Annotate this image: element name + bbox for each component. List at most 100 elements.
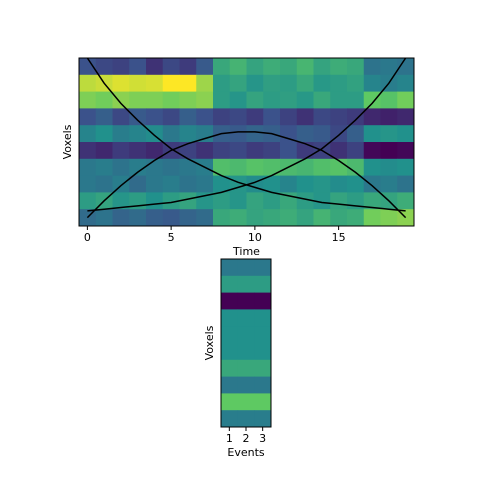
heatmap-cell	[380, 108, 398, 126]
heatmap-cell	[313, 91, 331, 109]
heatmap-cell	[237, 376, 255, 394]
heatmap-cell	[162, 91, 180, 109]
heatmap-cell	[229, 209, 247, 227]
heatmap-cell	[347, 108, 365, 126]
heatmap-cell	[129, 108, 147, 126]
heatmap-cell	[179, 209, 197, 227]
heatmap-cell	[112, 142, 130, 160]
heatmap-cell	[246, 158, 264, 176]
heatmap-cell	[363, 91, 381, 109]
heatmap-cell	[296, 175, 314, 193]
heatmap-cell	[213, 142, 231, 160]
heatmap-cell	[146, 209, 164, 227]
heatmap-cell	[380, 125, 398, 143]
heatmap-cell	[112, 209, 130, 227]
heatmap-cell	[263, 192, 281, 210]
heatmap-cell	[196, 108, 214, 126]
heatmap-cell	[347, 158, 365, 176]
heatmap-cell	[280, 74, 298, 92]
heatmap-cell	[296, 125, 314, 143]
heatmap-cell	[95, 58, 113, 76]
heatmap-cell	[146, 158, 164, 176]
heatmap-cell	[196, 175, 214, 193]
heatmap-cell	[246, 58, 264, 76]
heatmap-cell	[221, 393, 239, 411]
heatmap-cell	[380, 58, 398, 76]
heatmap-cell	[263, 142, 281, 160]
heatmap-cell	[280, 58, 298, 76]
heatmap-cell	[397, 142, 415, 160]
y-axis-label: Voxels	[203, 325, 216, 360]
heatmap-cell	[363, 142, 381, 160]
heatmap-cell	[347, 142, 365, 160]
heatmap-cell	[254, 259, 272, 277]
y-axis-label: Voxels	[61, 124, 74, 159]
heatmap-cell	[263, 175, 281, 193]
heatmap-cell	[162, 108, 180, 126]
heatmap-cell	[95, 175, 113, 193]
heatmap-cell	[112, 74, 130, 92]
heatmap-cell	[162, 74, 180, 92]
heatmap-cell	[213, 175, 231, 193]
heatmap-cell	[79, 192, 97, 210]
heatmap-cell	[380, 91, 398, 109]
heatmap-cell	[296, 74, 314, 92]
line	[87, 57, 407, 212]
heatmap-cell	[263, 91, 281, 109]
heatmap-cell	[246, 74, 264, 92]
heatmap-cell	[95, 209, 113, 227]
heatmap-cell	[221, 309, 239, 327]
heatmap-cell	[380, 142, 398, 160]
heatmap-cell	[347, 74, 365, 92]
heatmap-cell	[146, 58, 164, 76]
heatmap-cell	[179, 74, 197, 92]
heatmap-cell	[95, 108, 113, 126]
heatmap-cell	[179, 192, 197, 210]
heatmap-cell	[280, 209, 298, 227]
heatmap-cell	[129, 142, 147, 160]
heatmap-cell	[79, 142, 97, 160]
heatmap-cell	[162, 175, 180, 193]
heatmap-cell	[162, 192, 180, 210]
heatmap-cell	[146, 142, 164, 160]
x-tick-label: 1	[226, 432, 233, 445]
heatmap-cell	[221, 259, 239, 277]
heatmap-cell	[237, 343, 255, 361]
heatmap-cell	[196, 209, 214, 227]
heatmap-cell	[213, 192, 231, 210]
heatmap-cell	[397, 58, 415, 76]
heatmap-cell	[196, 91, 214, 109]
heatmap-cell	[263, 74, 281, 92]
heatmap-cell	[280, 142, 298, 160]
heatmap-cell	[237, 259, 255, 277]
heatmap-cell	[129, 58, 147, 76]
heatmap-cell	[397, 192, 415, 210]
heatmap-cell	[112, 58, 130, 76]
heatmap-cell	[246, 209, 264, 227]
heatmap-cell	[296, 192, 314, 210]
heatmap-cell	[313, 209, 331, 227]
heatmap-cell	[179, 158, 197, 176]
heatmap-cell	[313, 125, 331, 143]
heatmap-cell	[179, 58, 197, 76]
heatmap-cell	[146, 175, 164, 193]
heatmap-cell	[296, 58, 314, 76]
heatmap-cell	[380, 158, 398, 176]
heatmap-cell	[95, 91, 113, 109]
heatmap-cell	[179, 125, 197, 143]
heatmap-cell	[363, 175, 381, 193]
heatmap-cell	[95, 158, 113, 176]
heatmap-cell	[313, 158, 331, 176]
heatmap-cell	[296, 209, 314, 227]
heatmap-cell	[380, 175, 398, 193]
heatmap-cell	[330, 58, 348, 76]
heatmap-cell	[79, 58, 97, 76]
heatmap-cell	[246, 142, 264, 160]
heatmap-cell	[196, 74, 214, 92]
heatmap-cell	[196, 125, 214, 143]
heatmap-cell	[129, 209, 147, 227]
heatmap-cell	[330, 192, 348, 210]
heatmap-cell	[263, 158, 281, 176]
heatmap-cell	[397, 91, 415, 109]
heatmap-cell	[129, 158, 147, 176]
